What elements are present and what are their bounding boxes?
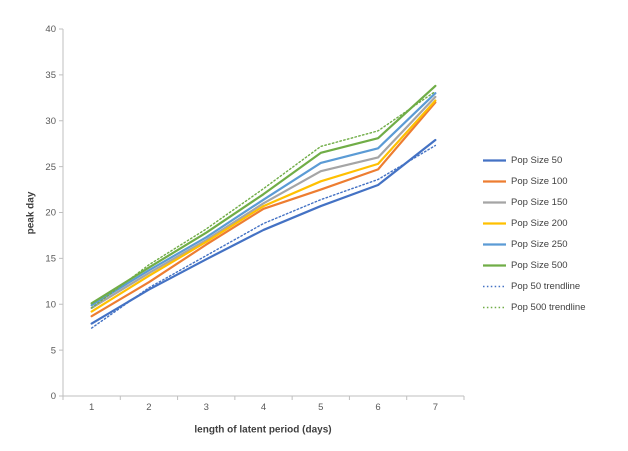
y-tick-label: 15 xyxy=(45,254,56,265)
legend-item-pop-size-100: Pop Size 100 xyxy=(483,171,585,192)
legend-item-pop-size-150: Pop Size 150 xyxy=(483,192,585,213)
legend-swatch-line xyxy=(483,306,506,309)
legend-item-pop-size-50: Pop Size 50 xyxy=(483,150,585,171)
legend-label: Pop Size 250 xyxy=(511,239,568,250)
series-line-pop-50-trendline xyxy=(90,144,437,329)
x-axis-title: length of latent period (days) xyxy=(194,424,332,436)
legend-swatch-line xyxy=(483,243,506,246)
legend-swatch-line xyxy=(483,159,506,162)
series-line-pop-size-200 xyxy=(90,99,437,313)
legend-label: Pop 500 trendline xyxy=(511,302,586,313)
legend-item-pop-size-250: Pop Size 250 xyxy=(483,234,585,255)
legend-label: Pop Size 200 xyxy=(511,218,568,229)
series-line-pop-500-trendline xyxy=(90,90,437,309)
series-line-pop-size-150 xyxy=(90,95,437,310)
y-tick-label: 10 xyxy=(45,299,56,310)
legend-swatch-line xyxy=(483,264,506,267)
y-tick-label: 25 xyxy=(45,162,56,173)
legend-item-pop-size-500: Pop Size 500 xyxy=(483,255,585,276)
legend-label: Pop Size 150 xyxy=(511,197,568,208)
legend-swatch-line xyxy=(483,222,506,225)
legend-label: Pop 50 trendline xyxy=(511,281,581,292)
x-tick-label: 1 xyxy=(89,402,94,413)
y-tick-label: 35 xyxy=(45,70,56,81)
legend-swatch-line xyxy=(483,285,506,288)
y-tick-label: 30 xyxy=(45,116,56,127)
legend-label: Pop Size 50 xyxy=(511,155,563,166)
series-line-pop-size-500 xyxy=(90,84,437,305)
series-line-pop-size-50 xyxy=(90,138,437,325)
y-tick-label: 40 xyxy=(45,24,56,35)
x-tick-label: 6 xyxy=(375,402,380,413)
legend-swatch-line xyxy=(483,201,506,204)
legend-label: Pop Size 500 xyxy=(511,260,568,271)
x-tick-label: 7 xyxy=(433,402,438,413)
x-tick-label: 5 xyxy=(318,402,323,413)
legend-item-pop-50-trendline: Pop 50 trendline xyxy=(483,276,585,297)
x-tick-label: 3 xyxy=(204,402,209,413)
legend-swatch-line xyxy=(483,180,506,183)
legend-item-pop-500-trendline: Pop 500 trendline xyxy=(483,297,585,318)
y-tick-label: 5 xyxy=(51,345,56,356)
legend-item-pop-size-200: Pop Size 200 xyxy=(483,213,585,234)
y-tick-label: 0 xyxy=(51,391,56,402)
x-tick-label: 4 xyxy=(261,402,266,413)
legend-label: Pop Size 100 xyxy=(511,176,568,187)
x-tick-label: 2 xyxy=(146,402,151,413)
legend: Pop Size 50 Pop Size 100 Pop Size 150 Pop S… xyxy=(483,150,585,318)
series-line-pop-size-100 xyxy=(90,101,437,318)
y-tick-label: 20 xyxy=(45,208,56,219)
series-line-pop-size-250 xyxy=(90,92,437,307)
